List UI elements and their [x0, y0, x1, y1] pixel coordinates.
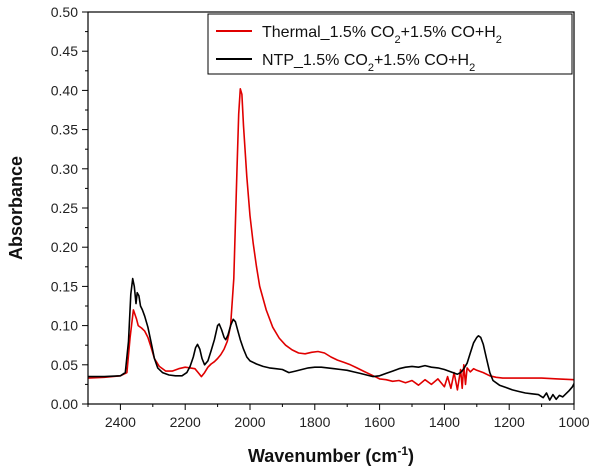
- legend-label-thermal: Thermal_1.5% CO2+1.5% CO+H2: [262, 24, 502, 46]
- y-axis: 0.00 0.05 0.10 0.15 0.20 0.25 0.30 0.35 0.40 0.45…: [51, 4, 88, 412]
- x-tick-label: 1000: [558, 414, 589, 430]
- y-tick-label: 0.45: [51, 43, 78, 59]
- series-thermal: [88, 88, 574, 391]
- legend-label-ntp: NTP_1.5% CO2+1.5% CO+H2: [262, 52, 475, 74]
- y-tick-label: 0.00: [51, 396, 78, 412]
- y-tick-label: 0.20: [51, 239, 78, 255]
- y-tick-label: 0.05: [51, 357, 78, 373]
- y-tick-label: 0.40: [51, 82, 78, 98]
- y-tick-label: 0.50: [51, 4, 78, 20]
- x-tick-label: 1400: [429, 414, 460, 430]
- x-tick-label: 1600: [364, 414, 395, 430]
- y-tick-label: 0.30: [51, 161, 78, 177]
- y-tick-label: 0.35: [51, 122, 78, 138]
- y-tick-label: 0.15: [51, 278, 78, 294]
- x-tick-label: 2000: [234, 414, 265, 430]
- legend-box: [207, 13, 573, 75]
- x-tick-label: 1200: [494, 414, 525, 430]
- y-tick-label: 0.10: [51, 318, 78, 334]
- series-ntp: [88, 277, 574, 401]
- x-tick-label: 2400: [105, 414, 136, 430]
- x-tick-label: 1800: [299, 414, 330, 430]
- series-layer: [88, 88, 574, 401]
- y-axis-title: Absorbance: [6, 156, 26, 260]
- x-axis-title: Wavenumber (cm-1): [248, 444, 414, 466]
- x-axis: 2400 2200 2000 1800 1600 1400 1200 1000: [87, 404, 590, 430]
- y-tick-label: 0.25: [51, 200, 78, 216]
- legend: Thermal_1.5% CO2+1.5% CO+H2 NTP_1.5% CO2…: [207, 13, 573, 75]
- x-tick-label: 2200: [170, 414, 201, 430]
